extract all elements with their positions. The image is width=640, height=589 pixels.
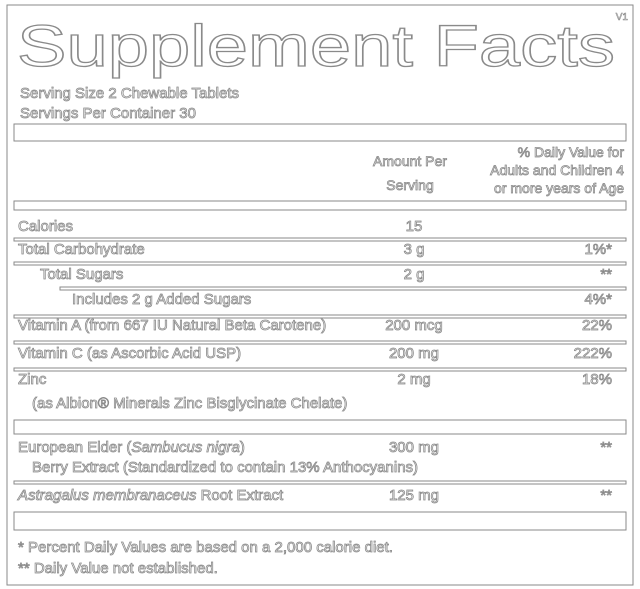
amount: 2 g — [404, 266, 425, 283]
amount-header: Amount Per — [373, 153, 447, 169]
dv-header: Adults and Children 4 — [490, 162, 624, 178]
amount: 200 mg — [389, 345, 439, 362]
daily-value: ** — [600, 487, 612, 504]
title: Supplement Facts — [17, 14, 615, 79]
amount: 2 mg — [397, 371, 430, 388]
thick-bar — [13, 123, 627, 142]
name-part: Astragalus membranaceus — [17, 487, 197, 504]
name-part: Vitamin A (from 667 IU Natural Beta Caro… — [18, 317, 326, 334]
dv-header: % Daily Value for — [518, 144, 625, 160]
daily-value: 22% — [582, 317, 612, 334]
daily-value: 1%* — [584, 241, 612, 258]
amount: 300 mg — [389, 439, 439, 456]
nutrient-name: European Elder (Sambucus nigra) — [18, 439, 245, 456]
section-bar — [13, 511, 627, 531]
daily-value: ** — [600, 439, 612, 456]
dv-header: or more years of Age — [494, 180, 624, 196]
amount: 125 mg — [389, 487, 439, 504]
row-separator — [59, 286, 627, 291]
nutrient-detail: Berry Extract (Standardized to contain 1… — [32, 459, 418, 476]
nutrient-name: Astragalus membranaceus Root Extract — [17, 487, 284, 504]
version: V1 — [616, 12, 629, 23]
row-separator — [13, 367, 627, 372]
name-part: Zinc — [18, 371, 47, 388]
row-separator — [13, 480, 627, 485]
daily-value: 18% — [582, 371, 612, 388]
row-separator — [13, 237, 627, 242]
nutrient-name: Total Sugars — [40, 266, 123, 283]
row-separator — [13, 340, 627, 345]
amount-header: Serving — [386, 177, 433, 193]
name-part: Total Sugars — [40, 266, 123, 283]
amount: 200 mcg — [385, 317, 443, 334]
label-border — [6, 4, 634, 586]
nutrient-name: Zinc — [18, 371, 47, 388]
footnote: ** Daily Value not established. — [18, 560, 218, 577]
nutrient-name: Includes 2 g Added Sugars — [72, 291, 251, 308]
amount: 3 g — [404, 241, 425, 258]
section-bar — [13, 419, 627, 435]
daily-value: ** — [600, 266, 612, 283]
name-part: ) — [240, 439, 245, 456]
name-part: Includes 2 g Added Sugars — [72, 291, 251, 308]
nutrient-name: Total Carbohydrate — [18, 241, 145, 258]
serving-size: Serving Size 2 Chewable Tablets — [20, 85, 239, 102]
name-part: Sambucus nigra — [131, 439, 239, 456]
row-separator — [13, 314, 627, 319]
servings-per-container: Servings Per Container 30 — [20, 105, 196, 122]
name-part: European Elder ( — [18, 439, 131, 456]
name-part: Vitamin C (as Ascorbic Acid USP) — [18, 345, 241, 362]
medium-bar — [13, 200, 627, 211]
amount: 15 — [406, 218, 423, 235]
daily-value: 4%* — [584, 291, 612, 308]
nutrient-name: Vitamin A (from 667 IU Natural Beta Caro… — [18, 317, 326, 334]
daily-value: 222% — [574, 345, 612, 362]
name-part: Total Carbohydrate — [18, 241, 145, 258]
name-part: Root Extract — [196, 487, 284, 504]
row-separator — [13, 261, 627, 266]
nutrient-detail: (as Albion® Minerals Zinc Bisglycinate C… — [32, 395, 347, 412]
footnote: * Percent Daily Values are based on a 2,… — [18, 539, 393, 556]
name-part: Calories — [18, 218, 73, 235]
nutrient-name: Calories — [18, 218, 73, 235]
nutrient-name: Vitamin C (as Ascorbic Acid USP) — [18, 345, 241, 362]
